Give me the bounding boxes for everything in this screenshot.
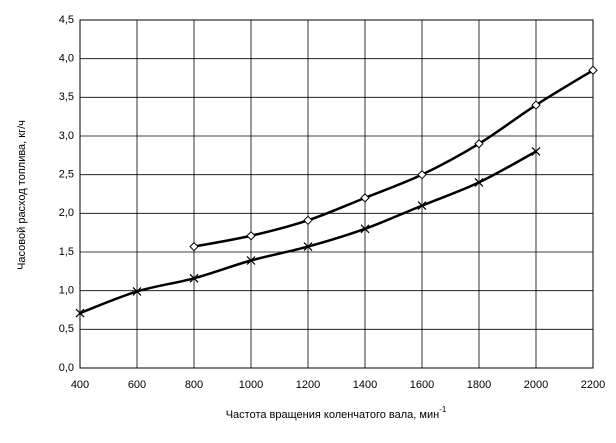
x-tick-label: 1000 — [239, 379, 263, 391]
x-tick-label: 1200 — [296, 379, 320, 391]
x-tick-label: 1800 — [467, 379, 491, 391]
point-marker — [417, 169, 427, 180]
y-axis-label: Часовой расход топлива, кг/ч — [16, 120, 28, 270]
point-marker — [303, 242, 313, 252]
point-marker — [189, 273, 199, 283]
point-marker — [132, 287, 142, 296]
x-axis-label-sup: -1 — [439, 405, 447, 414]
y-tick-label: 4,5 — [59, 14, 74, 26]
point-marker — [360, 193, 370, 203]
x-tick-label: 1400 — [353, 379, 377, 391]
series-line — [193, 69, 594, 248]
x-tick-label: 2200 — [581, 379, 605, 391]
y-tick-label: 1,5 — [59, 246, 74, 258]
y-tick-label: 0,5 — [59, 323, 74, 335]
y-tick-label: 1,0 — [59, 285, 74, 297]
x-tick-label: 600 — [128, 379, 146, 391]
point-marker — [588, 65, 598, 75]
x-tick-label: 1600 — [410, 379, 434, 391]
point-marker — [303, 215, 313, 226]
y-tick-label: 2,5 — [59, 169, 74, 181]
point-marker — [474, 139, 484, 149]
point-marker — [360, 224, 370, 234]
x-axis-label: Частота вращения коленчатого вала, мин-1 — [226, 405, 447, 421]
point-marker — [531, 100, 541, 110]
plot-frame — [79, 19, 594, 369]
x-tick-label: 2000 — [524, 379, 548, 391]
point-marker — [75, 308, 85, 318]
x-tick-label: 400 — [71, 379, 89, 391]
point-marker — [474, 177, 484, 187]
y-tick-label: 3,0 — [59, 130, 74, 142]
x-tick-label: 800 — [185, 379, 203, 391]
point-marker — [417, 201, 427, 211]
y-tick-label: 3,5 — [59, 91, 74, 103]
point-marker — [531, 147, 541, 156]
point-marker — [246, 256, 256, 265]
y-tick-label: 4,0 — [59, 53, 74, 65]
x-axis-label-text: Частота вращения коленчатого вала, мин — [226, 409, 439, 421]
point-marker — [189, 241, 199, 252]
y-tick-label: 2,0 — [59, 207, 74, 219]
point-marker — [246, 231, 256, 241]
y-tick-label: 0,0 — [59, 362, 74, 374]
